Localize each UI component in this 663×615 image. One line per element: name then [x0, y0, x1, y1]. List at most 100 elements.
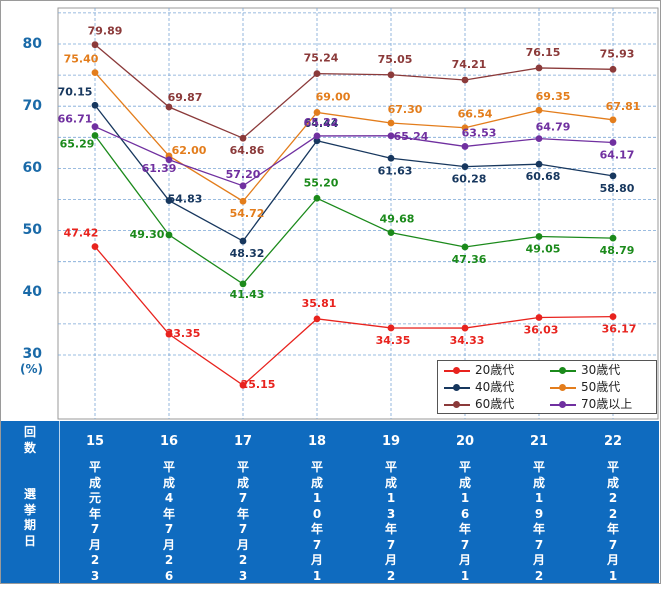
data-point: [609, 313, 617, 321]
data-point: [387, 71, 395, 79]
data-label: 35.81: [302, 297, 337, 310]
round-number: 20: [455, 434, 475, 449]
data-label: 65.29: [60, 137, 95, 150]
data-label: 33.35: [166, 327, 201, 340]
data-point: [461, 124, 469, 132]
legend-item-40s: 40歳代: [444, 379, 544, 395]
series-line-1: [94, 135, 614, 285]
data-label: 79.89: [88, 25, 123, 38]
data-label: 61.63: [378, 164, 413, 177]
data-label: 75.40: [64, 53, 99, 66]
data-label: 55.20: [304, 176, 339, 189]
data-point: [387, 324, 395, 332]
data-point: [239, 237, 247, 245]
data-label: 36.03: [524, 323, 559, 336]
y-tick-label: 50: [22, 222, 42, 238]
data-point: [239, 182, 247, 190]
data-label: 49.05: [526, 243, 561, 256]
data-label: 64.44: [304, 117, 339, 130]
data-point: [609, 172, 617, 180]
y-tick-label: 80: [22, 36, 42, 52]
data-label: 60.68: [526, 170, 561, 183]
data-label: 47.36: [452, 253, 487, 266]
data-label: 65.22: [304, 116, 339, 129]
data-point: [387, 154, 395, 162]
round-number: 22: [603, 434, 623, 449]
data-point: [535, 233, 543, 240]
data-label: 74.21: [452, 58, 487, 71]
line-chart: 47.42 33.35 25.15 35.81 34.35 34.33 36.03 36.17…: [57, 7, 659, 420]
data-point: [165, 231, 173, 239]
data-label: 58.80: [600, 182, 635, 195]
data-label: 49.68: [380, 213, 415, 226]
election-date: 平成10年7月12日: [310, 460, 323, 614]
legend-item-60s: 60歳代: [444, 396, 544, 412]
data-point: [535, 160, 543, 168]
election-date: 平成16年7月11日: [458, 460, 471, 614]
data-point: [239, 197, 247, 205]
legend-label: 30歳代: [581, 363, 621, 377]
data-point: [461, 324, 469, 332]
data-point: [535, 135, 543, 143]
data-label: 54.72: [230, 207, 265, 220]
data-point: [165, 197, 173, 204]
data-label: 66.71: [58, 113, 93, 126]
data-point: [165, 330, 173, 338]
data-point: [91, 243, 99, 251]
data-point: [387, 119, 395, 127]
data-label: 48.32: [230, 247, 265, 260]
data-label: 67.81: [606, 100, 641, 113]
data-point: [91, 101, 99, 109]
data-point: [313, 137, 321, 145]
data-point: [387, 229, 395, 236]
plot-area-border: [57, 7, 659, 420]
data-point: [165, 156, 173, 164]
round-header: 回数: [23, 425, 36, 455]
data-label: 25.15: [241, 378, 276, 391]
data-point: [313, 132, 321, 140]
data-label: 57.20: [226, 168, 261, 181]
data-point: [91, 132, 99, 139]
legend-item-50s: 50歳代: [550, 379, 650, 395]
data-label: 66.54: [458, 108, 493, 121]
data-point: [387, 132, 395, 140]
data-point: [313, 194, 321, 202]
election-date: 平成4年7月26日: [162, 460, 175, 598]
data-label: 69.00: [316, 90, 351, 103]
data-label: 36.17: [602, 323, 637, 336]
data-point: [91, 69, 99, 77]
chart-frame: [0, 0, 661, 584]
data-label: 70.15: [58, 85, 93, 98]
data-point: [313, 109, 321, 116]
data-point: [165, 103, 173, 111]
data-point: [535, 106, 543, 114]
data-point: [609, 139, 617, 146]
data-point: [91, 123, 99, 131]
y-tick-label: 30: [22, 346, 42, 362]
data-label: 75.24: [304, 52, 339, 65]
data-label: 69.87: [168, 91, 203, 104]
election-date: 平成7年7月23日: [236, 460, 249, 598]
date-header: 選挙期日: [23, 487, 36, 548]
round-number: 15: [85, 434, 105, 449]
data-label: 64.79: [536, 121, 571, 134]
legend-label: 40歳代: [475, 380, 515, 394]
data-label: 76.15: [526, 46, 561, 59]
election-date: 平成13年7月29日: [384, 460, 397, 614]
election-info-table: 回数 選挙期日 15 平成元年7月23日 16 平成4年7月26日 17 平成7年7月23…: [1, 421, 659, 614]
y-tick-label: 60: [22, 160, 42, 176]
data-point: [91, 41, 99, 49]
legend: 20歳代 30歳代 40歳代 50歳代 60歳代 70歳以上: [437, 360, 657, 414]
data-label: 34.35: [376, 334, 411, 347]
series-line-5: [94, 126, 614, 187]
data-label: 34.33: [450, 334, 485, 347]
data-label: 62.00: [172, 144, 207, 157]
data-point: [461, 163, 469, 171]
data-label: 61.39: [142, 162, 177, 175]
round-number: 21: [529, 434, 549, 449]
legend-item-30s: 30歳代: [550, 362, 650, 378]
data-point: [535, 64, 543, 72]
data-label: 67.30: [388, 103, 423, 116]
data-label: 41.43: [230, 288, 265, 301]
election-date: 平成元年7月23日: [88, 460, 101, 598]
